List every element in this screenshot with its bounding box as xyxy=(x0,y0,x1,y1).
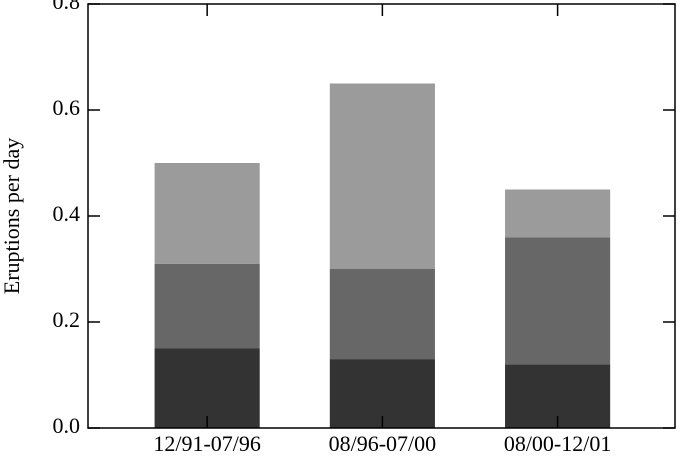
bar-segment xyxy=(329,83,435,269)
bar-segment xyxy=(154,348,260,428)
x-tick-label: 12/91-07/96 xyxy=(153,431,261,456)
y-axis-label: Eruptions per day xyxy=(0,138,24,294)
y-tick-label: 0.8 xyxy=(53,0,81,14)
bar-segment xyxy=(505,189,611,238)
y-tick-label: 0.6 xyxy=(53,95,81,120)
y-tick-label: 0.4 xyxy=(53,201,81,226)
bar-segment xyxy=(154,263,260,349)
y-tick-label: 0.2 xyxy=(53,307,81,332)
bar-segment xyxy=(505,237,611,365)
x-tick-label: 08/96-07/00 xyxy=(329,431,437,456)
bar-segment xyxy=(329,269,435,360)
bar-segment xyxy=(154,163,260,264)
x-tick-label: 08/00-12/01 xyxy=(504,431,612,456)
y-tick-label: 0.0 xyxy=(53,413,81,438)
